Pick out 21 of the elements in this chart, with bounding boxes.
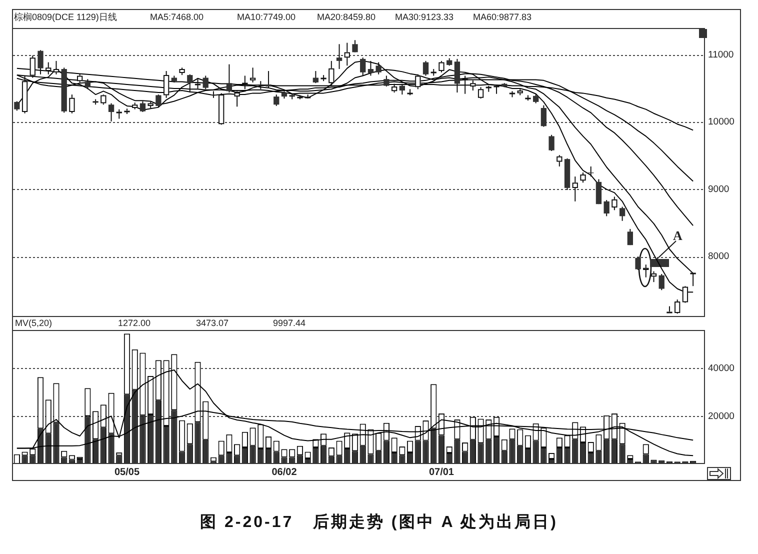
x-tick-label: 07/01 bbox=[428, 466, 454, 478]
y-tick-label: 9000 bbox=[708, 184, 730, 195]
chart-title: MV(5,20) bbox=[15, 318, 52, 329]
text: MA30:9123.33 bbox=[395, 12, 454, 23]
text: MA5:7468.00 bbox=[150, 12, 204, 23]
text: MA10:7749.00 bbox=[237, 12, 296, 23]
y-tick-label: 20000 bbox=[708, 410, 734, 422]
y-tick-label: 8000 bbox=[708, 251, 730, 262]
y-tick-label: 10000 bbox=[708, 116, 734, 128]
caption: 图 2-20-17 后期走势 (图中 A 处为出局日) bbox=[199, 512, 559, 533]
x-tick-label: 05/05 bbox=[114, 466, 140, 478]
x-tick-label: 06/02 bbox=[272, 466, 298, 478]
text: MA20:8459.80 bbox=[317, 12, 376, 23]
text: MA60:9877.83 bbox=[473, 12, 532, 23]
annotation: A bbox=[673, 228, 682, 243]
text: 3473.07 bbox=[196, 318, 229, 329]
text: 1272.00 bbox=[118, 318, 151, 329]
text: 9997.44 bbox=[273, 318, 306, 329]
y-tick-label: 40000 bbox=[708, 362, 734, 374]
chart-title: 棕榈0809(DCE 1129)日线 bbox=[14, 12, 117, 23]
y-tick-label: 11000 bbox=[708, 50, 734, 61]
